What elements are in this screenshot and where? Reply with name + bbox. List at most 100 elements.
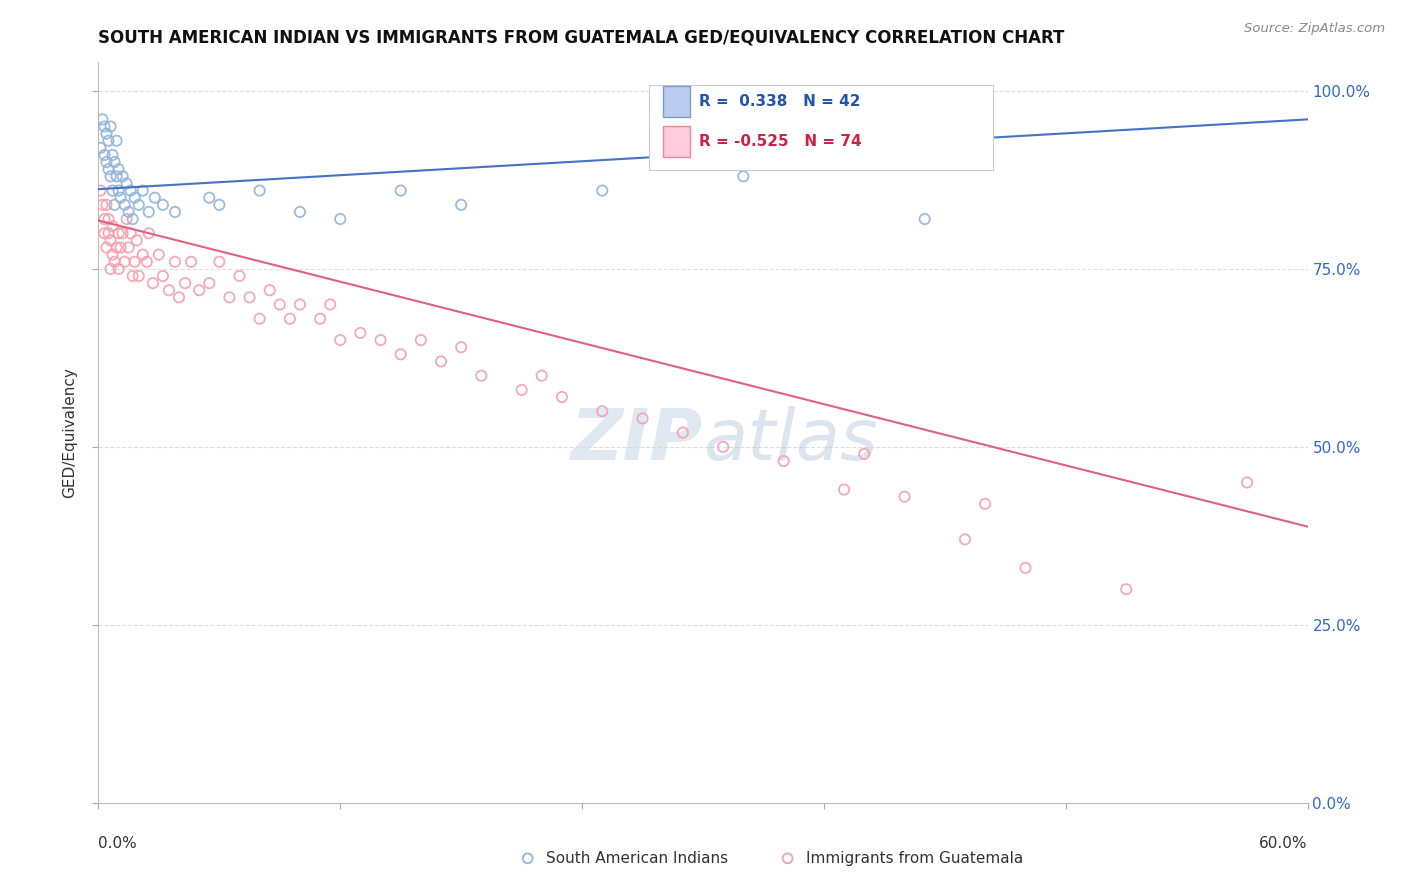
- Point: [148, 247, 170, 261]
- Point: [631, 411, 654, 425]
- Point: [893, 490, 915, 504]
- Point: [208, 254, 231, 268]
- Point: [110, 240, 132, 255]
- Point: [288, 297, 311, 311]
- Point: [163, 254, 186, 268]
- Point: [93, 212, 115, 227]
- Point: [389, 184, 412, 198]
- Point: [91, 198, 114, 212]
- Point: [551, 390, 574, 404]
- Point: [1236, 475, 1258, 490]
- Point: [118, 240, 141, 255]
- Point: [93, 120, 115, 134]
- Point: [198, 191, 221, 205]
- Point: [530, 368, 553, 383]
- Point: [91, 112, 114, 127]
- Point: [128, 268, 150, 283]
- Y-axis label: GED/Equivalency: GED/Equivalency: [62, 368, 77, 498]
- Point: [329, 212, 352, 227]
- Point: [152, 268, 174, 283]
- Point: [249, 184, 271, 198]
- Point: [803, 849, 825, 863]
- Point: [97, 134, 120, 148]
- Text: 60.0%: 60.0%: [1260, 836, 1308, 851]
- Point: [121, 268, 143, 283]
- Point: [107, 162, 129, 177]
- Point: [101, 247, 124, 261]
- Text: Immigrants from Guatemala: Immigrants from Guatemala: [806, 851, 1024, 866]
- Point: [1236, 849, 1258, 863]
- Point: [269, 297, 291, 311]
- Text: Source: ZipAtlas.com: Source: ZipAtlas.com: [1244, 22, 1385, 36]
- Point: [1115, 582, 1137, 597]
- Point: [174, 276, 197, 290]
- Point: [239, 290, 262, 304]
- Point: [124, 191, 146, 205]
- Point: [128, 198, 150, 212]
- Point: [142, 276, 165, 290]
- Point: [100, 234, 122, 248]
- Point: [105, 134, 128, 148]
- Point: [111, 227, 134, 241]
- Point: [180, 254, 202, 268]
- Point: [125, 234, 148, 248]
- Point: [107, 184, 129, 198]
- Point: [103, 254, 125, 268]
- Point: [115, 212, 138, 227]
- Text: ZIP: ZIP: [571, 406, 703, 475]
- Point: [103, 155, 125, 169]
- Point: [167, 290, 190, 304]
- Point: [100, 120, 122, 134]
- Point: [228, 268, 250, 283]
- Point: [157, 283, 180, 297]
- Point: [309, 311, 332, 326]
- Point: [143, 191, 166, 205]
- Point: [96, 155, 118, 169]
- Point: [114, 254, 136, 268]
- Point: [711, 440, 734, 454]
- Point: [93, 148, 115, 162]
- Point: [370, 333, 392, 347]
- Point: [853, 447, 876, 461]
- Bar: [664, 86, 690, 117]
- Point: [218, 290, 240, 304]
- Text: atlas: atlas: [703, 406, 877, 475]
- Point: [198, 276, 221, 290]
- Point: [772, 454, 794, 468]
- Point: [124, 254, 146, 268]
- Point: [96, 127, 118, 141]
- Point: [89, 141, 111, 155]
- Point: [208, 198, 231, 212]
- Point: [591, 184, 613, 198]
- Point: [107, 261, 129, 276]
- Point: [114, 198, 136, 212]
- Point: [672, 425, 695, 440]
- Point: [832, 483, 855, 497]
- Point: [430, 354, 453, 368]
- Point: [288, 205, 311, 219]
- Point: [132, 184, 155, 198]
- Point: [93, 227, 115, 241]
- Point: [105, 169, 128, 184]
- Point: [249, 311, 271, 326]
- Text: SOUTH AMERICAN INDIAN VS IMMIGRANTS FROM GUATEMALA GED/EQUIVALENCY CORRELATION C: SOUTH AMERICAN INDIAN VS IMMIGRANTS FROM…: [98, 29, 1064, 47]
- Point: [591, 404, 613, 418]
- Point: [163, 205, 186, 219]
- Point: [409, 333, 432, 347]
- Point: [101, 148, 124, 162]
- Point: [100, 169, 122, 184]
- Point: [733, 169, 755, 184]
- Text: South American Indians: South American Indians: [546, 851, 728, 866]
- Point: [103, 198, 125, 212]
- Text: R = -0.525   N = 74: R = -0.525 N = 74: [699, 134, 862, 149]
- Point: [188, 283, 211, 297]
- Point: [100, 261, 122, 276]
- Point: [118, 205, 141, 219]
- Point: [111, 169, 134, 184]
- Point: [389, 347, 412, 361]
- Point: [349, 326, 371, 340]
- Point: [101, 219, 124, 234]
- Point: [953, 533, 976, 547]
- Point: [319, 297, 342, 311]
- FancyBboxPatch shape: [648, 85, 993, 169]
